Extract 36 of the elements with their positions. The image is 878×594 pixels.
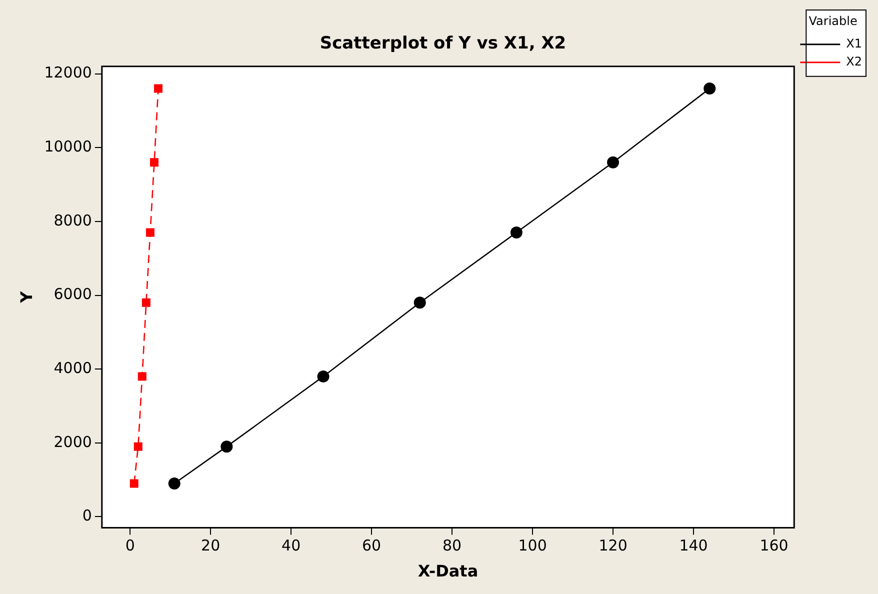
point <box>134 442 142 451</box>
y-tick-label: 8000 <box>54 211 92 230</box>
legend-title: Variable <box>808 14 858 28</box>
y-tick-label: 2000 <box>54 432 92 451</box>
legend-label: X2 <box>846 54 862 69</box>
x-axis-title: X-Data <box>418 562 478 581</box>
point <box>130 479 138 488</box>
point <box>150 158 158 167</box>
point <box>607 156 620 168</box>
x-tick-label: 140 <box>679 536 708 555</box>
point <box>146 228 154 237</box>
point <box>510 226 522 239</box>
chart-title: Scatterplot of Y vs X1, X2 <box>320 34 566 54</box>
x-tick-label: 80 <box>442 536 462 555</box>
x-tick-label: 0 <box>125 536 135 555</box>
x-tick-label: 100 <box>518 536 547 555</box>
y-tick-label: 0 <box>82 506 92 525</box>
x-tick-label: 40 <box>282 536 301 555</box>
point <box>138 372 146 381</box>
point <box>317 370 330 382</box>
point <box>168 478 180 490</box>
x-tick-label: 120 <box>598 536 628 555</box>
point <box>220 440 233 453</box>
y-tick-label: 6000 <box>54 285 92 304</box>
point <box>414 296 426 309</box>
x-tick-label: 160 <box>760 536 788 555</box>
legend-label: X1 <box>846 36 862 51</box>
y-tick-label: 10000 <box>44 137 92 156</box>
point <box>704 82 716 95</box>
y-tick-label: 12000 <box>44 64 92 82</box>
x-tick-label: 20 <box>201 536 220 555</box>
y-axis-title: Y <box>16 290 36 304</box>
point <box>154 84 163 93</box>
point <box>142 298 150 307</box>
y-tick-label: 4000 <box>54 358 92 377</box>
x-tick-label: 60 <box>362 536 382 555</box>
